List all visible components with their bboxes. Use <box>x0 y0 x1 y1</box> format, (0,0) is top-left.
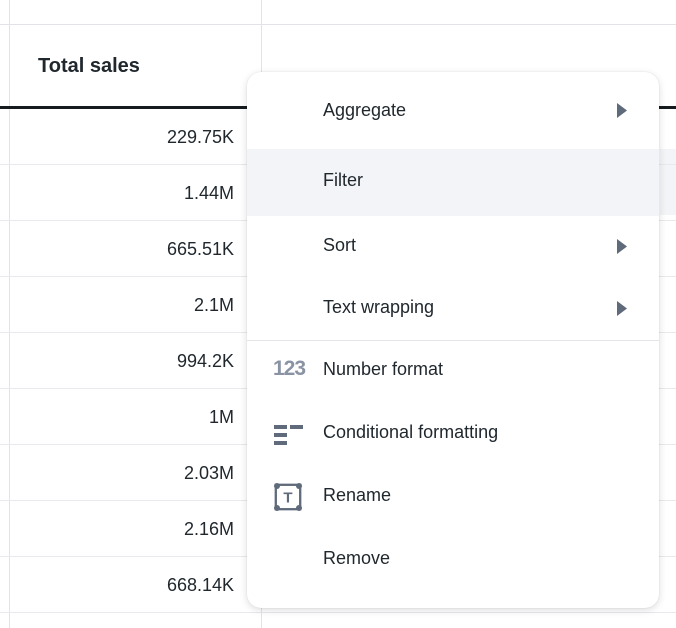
svg-text:T: T <box>283 489 292 506</box>
